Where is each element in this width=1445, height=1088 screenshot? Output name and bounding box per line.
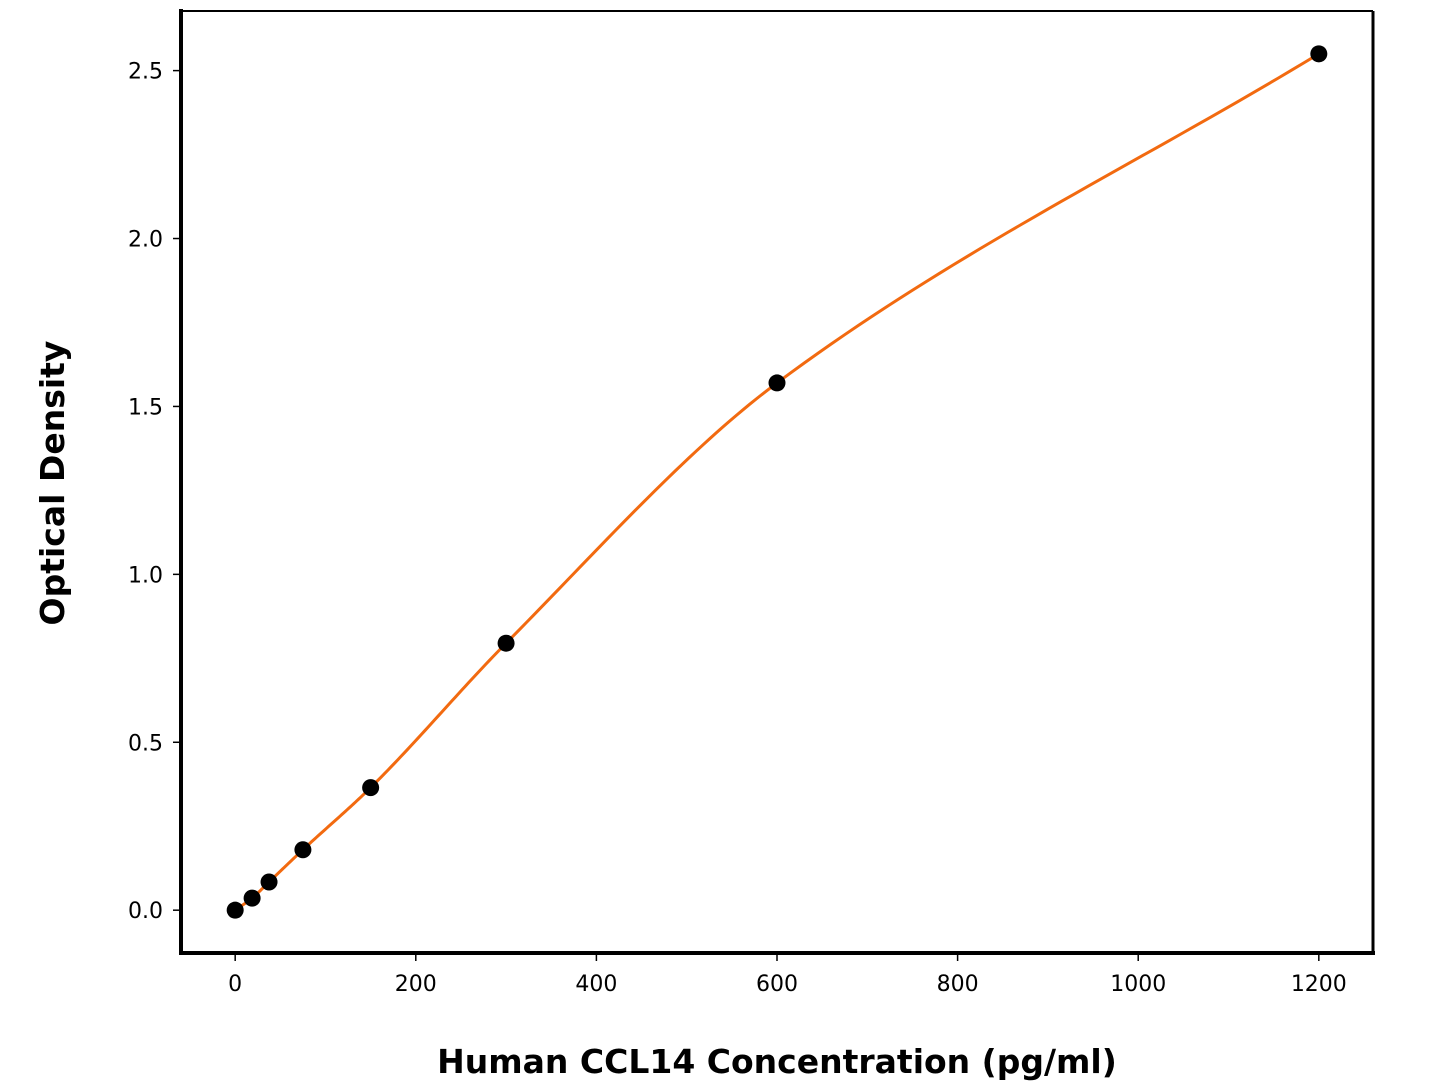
data-point bbox=[362, 779, 380, 797]
x-tick-label: 600 bbox=[756, 972, 798, 997]
x-axis-label: Human CCL14 Concentration (pg/ml) bbox=[437, 1042, 1117, 1081]
plot-area bbox=[179, 9, 1375, 955]
x-tick-label: 800 bbox=[937, 972, 979, 997]
fitted-curve bbox=[234, 52, 1320, 912]
x-tick-label: 0 bbox=[228, 972, 242, 997]
x-tick-label: 400 bbox=[575, 972, 617, 997]
data-point bbox=[294, 841, 312, 859]
y-axis: 0.0 0.5 1.0 1.5 2.0 2.5 bbox=[128, 60, 181, 924]
y-tick-label: 1.5 bbox=[128, 395, 163, 420]
y-tick-label: 2.5 bbox=[128, 60, 163, 85]
y-tick-label: 1.0 bbox=[128, 563, 163, 588]
y-axis-label: Optical Density bbox=[33, 341, 72, 626]
data-point bbox=[497, 634, 515, 652]
y-tick-label: 2.0 bbox=[128, 228, 163, 253]
x-tick-label: 1000 bbox=[1110, 972, 1166, 997]
data-point bbox=[1310, 45, 1328, 63]
y-tick-label: 0.0 bbox=[128, 899, 163, 924]
data-point bbox=[226, 901, 244, 919]
data-point bbox=[260, 873, 278, 891]
y-tick-label: 0.5 bbox=[128, 731, 163, 756]
data-point bbox=[768, 374, 786, 392]
x-axis: 0 200 400 600 800 1000 1200 bbox=[228, 953, 1347, 997]
data-point bbox=[243, 889, 261, 907]
x-tick-label: 200 bbox=[395, 972, 437, 997]
x-tick-label: 1200 bbox=[1291, 972, 1347, 997]
